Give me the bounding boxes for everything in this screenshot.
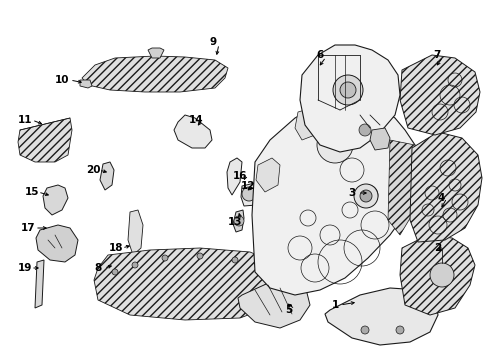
Text: 6: 6 xyxy=(317,50,323,60)
Polygon shape xyxy=(400,235,475,315)
Polygon shape xyxy=(325,288,438,345)
Text: 10: 10 xyxy=(55,75,69,85)
Polygon shape xyxy=(295,108,318,140)
Polygon shape xyxy=(370,128,390,150)
Text: 18: 18 xyxy=(109,243,123,253)
Text: 14: 14 xyxy=(189,115,203,125)
Text: 7: 7 xyxy=(433,50,441,60)
Circle shape xyxy=(132,262,138,268)
Circle shape xyxy=(232,257,238,263)
Polygon shape xyxy=(400,55,480,135)
Text: 8: 8 xyxy=(95,263,101,273)
Circle shape xyxy=(262,269,268,275)
Polygon shape xyxy=(128,210,143,255)
Circle shape xyxy=(396,326,404,334)
Circle shape xyxy=(361,326,369,334)
Polygon shape xyxy=(410,132,482,242)
Circle shape xyxy=(340,82,356,98)
Circle shape xyxy=(197,253,203,259)
Text: 16: 16 xyxy=(233,171,247,181)
Circle shape xyxy=(354,184,378,208)
Polygon shape xyxy=(227,158,242,195)
Circle shape xyxy=(317,127,353,163)
Text: 9: 9 xyxy=(209,37,217,47)
Polygon shape xyxy=(43,185,68,215)
Polygon shape xyxy=(148,48,164,58)
Text: 11: 11 xyxy=(18,115,32,125)
Text: 12: 12 xyxy=(241,181,255,191)
Circle shape xyxy=(162,255,168,261)
Text: 3: 3 xyxy=(348,188,356,198)
Text: 5: 5 xyxy=(285,305,293,315)
Text: 2: 2 xyxy=(434,243,441,253)
Polygon shape xyxy=(80,80,92,88)
Polygon shape xyxy=(82,56,228,92)
Circle shape xyxy=(112,269,118,275)
Text: 1: 1 xyxy=(331,300,339,310)
Polygon shape xyxy=(129,252,145,288)
Circle shape xyxy=(359,124,371,136)
Polygon shape xyxy=(35,260,44,308)
Text: 19: 19 xyxy=(18,263,32,273)
Text: 15: 15 xyxy=(25,187,39,197)
Polygon shape xyxy=(94,248,290,320)
Circle shape xyxy=(242,187,256,201)
Text: 20: 20 xyxy=(86,165,100,175)
Polygon shape xyxy=(300,45,400,152)
Polygon shape xyxy=(388,140,418,235)
Polygon shape xyxy=(256,158,280,192)
Circle shape xyxy=(234,216,244,226)
Circle shape xyxy=(360,190,372,202)
Text: 13: 13 xyxy=(228,217,242,227)
Text: 4: 4 xyxy=(437,193,445,203)
Circle shape xyxy=(333,75,363,105)
Polygon shape xyxy=(18,118,72,162)
Polygon shape xyxy=(252,100,420,295)
Polygon shape xyxy=(100,162,114,190)
Polygon shape xyxy=(241,183,258,206)
Polygon shape xyxy=(238,280,310,328)
Polygon shape xyxy=(233,210,244,232)
Circle shape xyxy=(430,263,454,287)
Polygon shape xyxy=(174,115,212,148)
Text: 17: 17 xyxy=(21,223,35,233)
Polygon shape xyxy=(36,225,78,262)
